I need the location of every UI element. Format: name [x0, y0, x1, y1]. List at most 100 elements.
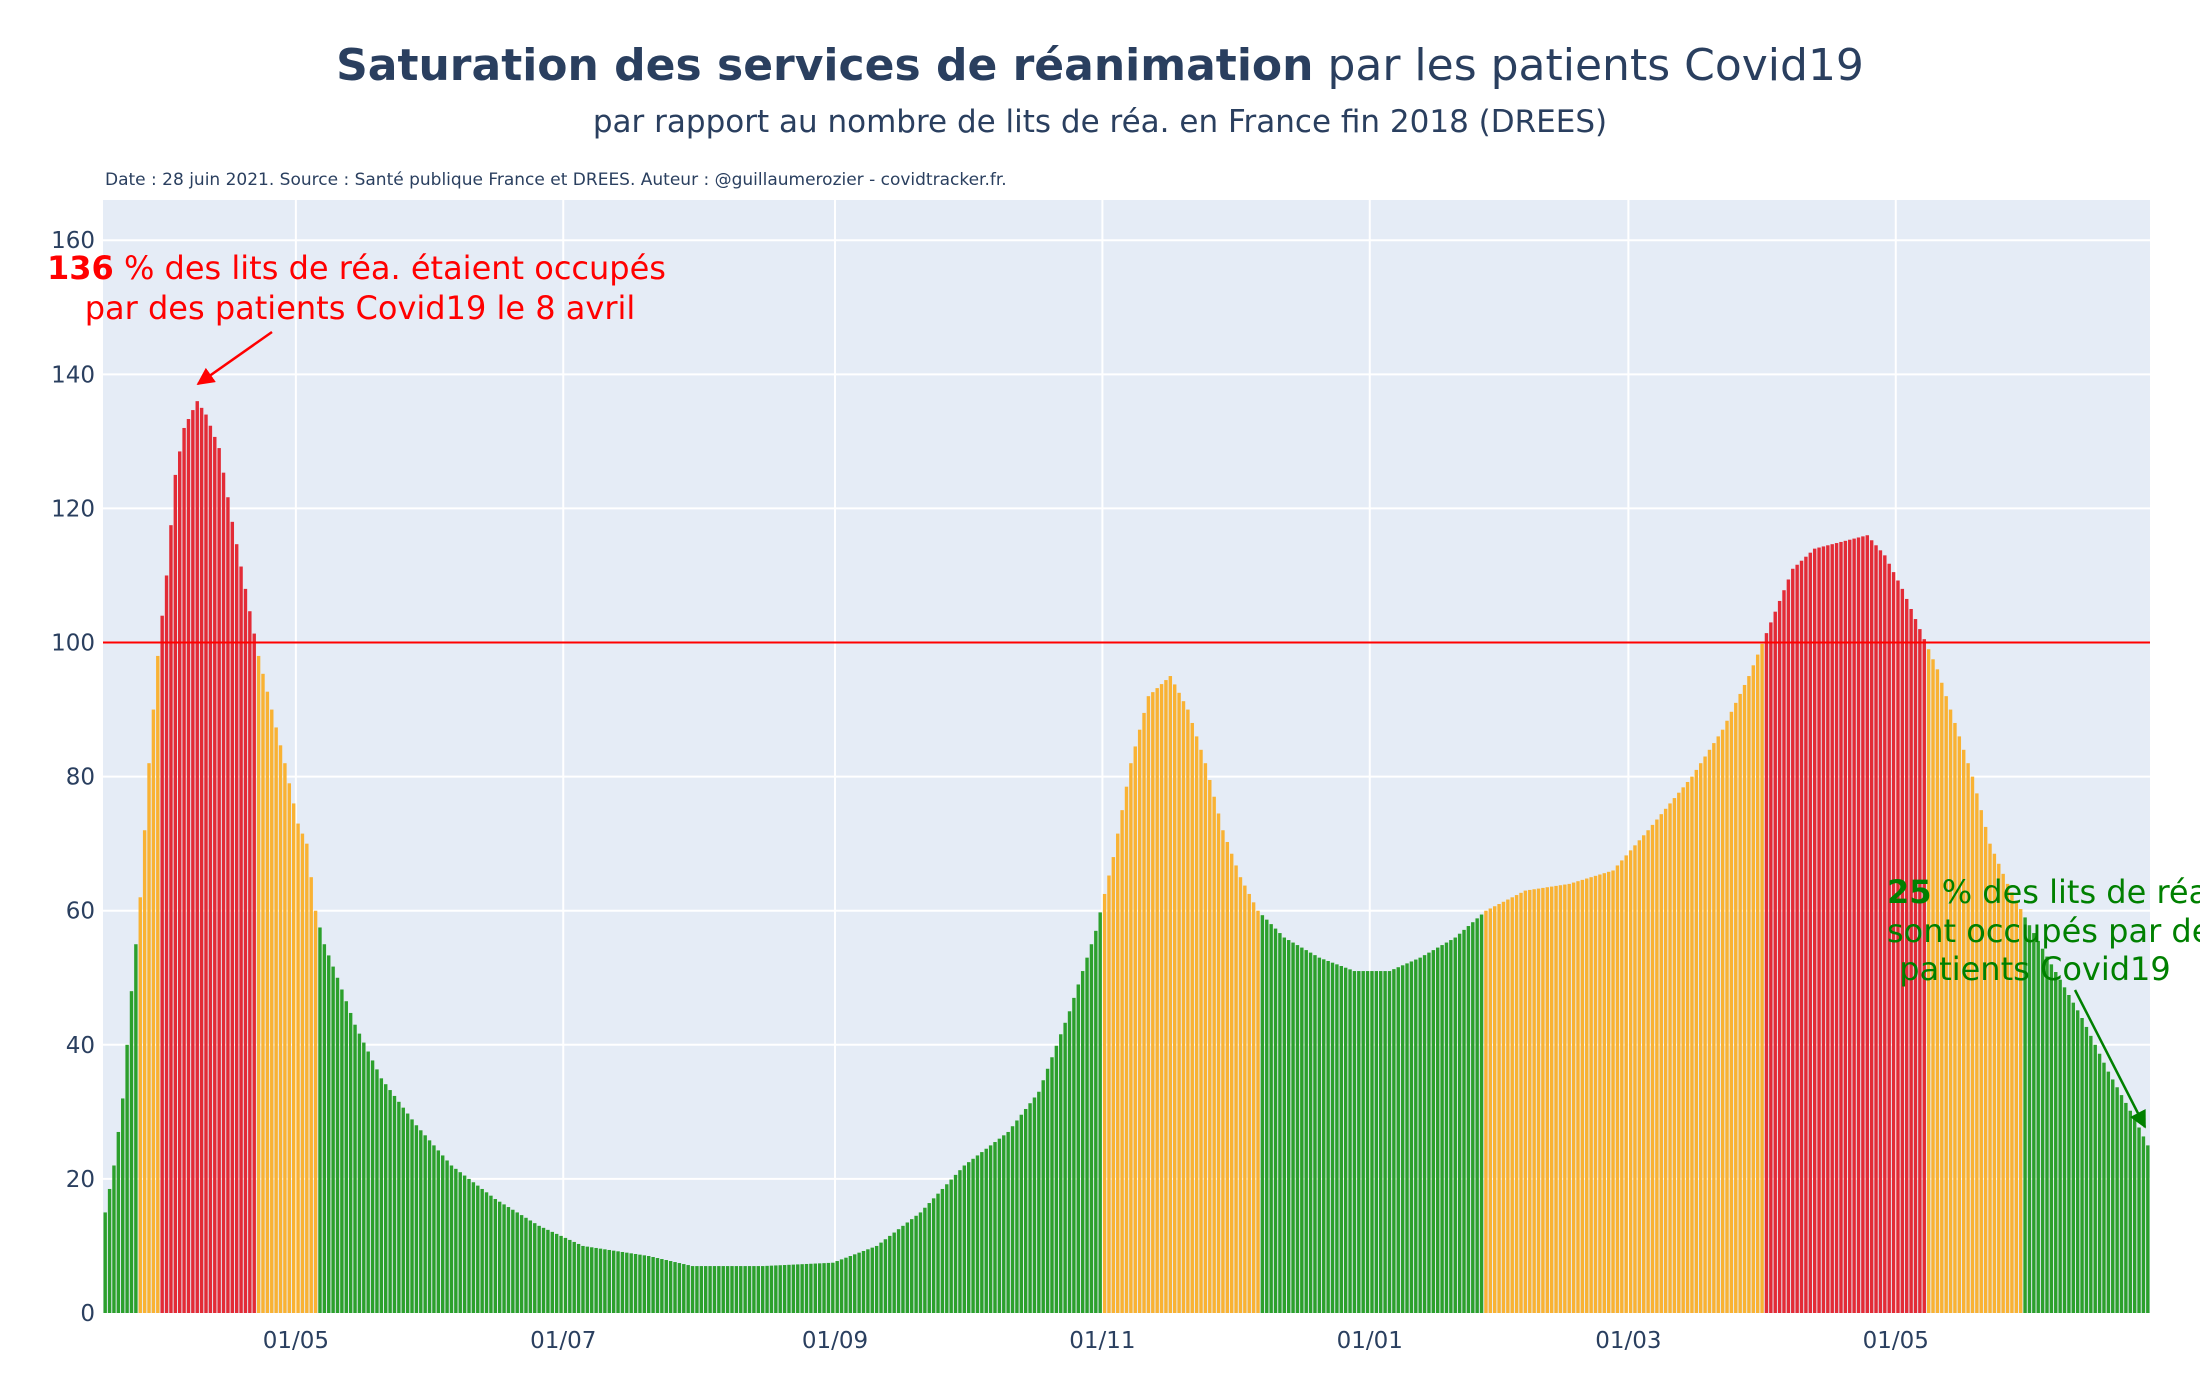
- bar: [1528, 889, 1532, 1313]
- bar: [423, 1135, 427, 1313]
- bar: [440, 1155, 445, 1313]
- chart-title-rest: par les patients Covid19: [1313, 40, 1864, 91]
- bar: [1440, 945, 1444, 1313]
- bar: [1720, 729, 1725, 1313]
- bar: [2001, 873, 2005, 1313]
- bar: [195, 401, 199, 1313]
- annotation-peak-line1: 136 % des lits de réa. étaient occupés: [47, 249, 666, 287]
- bar: [1506, 899, 1510, 1313]
- bar: [1532, 889, 1536, 1313]
- bar: [1598, 874, 1602, 1313]
- bar: [1392, 969, 1396, 1313]
- bar: [173, 474, 178, 1313]
- bar: [1497, 904, 1501, 1313]
- bar: [1098, 912, 1102, 1313]
- bar: [331, 966, 335, 1313]
- bar: [335, 977, 340, 1313]
- bar: [2115, 1087, 2119, 1313]
- bar: [1032, 1097, 1037, 1313]
- y-tick-label: 80: [66, 765, 95, 791]
- x-tick-label: 01/01: [1337, 1328, 1403, 1354]
- bar: [870, 1247, 874, 1313]
- bar: [1116, 833, 1120, 1313]
- bar: [2093, 1044, 2097, 1313]
- bar: [980, 1152, 984, 1313]
- bar: [1269, 924, 1273, 1313]
- bar: [1580, 879, 1585, 1313]
- bar: [239, 566, 243, 1313]
- bar: [997, 1138, 1002, 1313]
- bar: [817, 1263, 822, 1313]
- bar: [1878, 550, 1883, 1313]
- bar: [1663, 808, 1668, 1313]
- bar: [405, 1113, 410, 1313]
- bar: [993, 1142, 997, 1313]
- bar: [1383, 971, 1387, 1313]
- bar: [966, 1162, 971, 1313]
- bar: [918, 1212, 923, 1313]
- bar: [1712, 743, 1716, 1313]
- bar: [1593, 875, 1598, 1313]
- bar: [419, 1130, 423, 1313]
- bar: [655, 1258, 660, 1313]
- bar: [291, 803, 296, 1313]
- bar: [1931, 659, 1935, 1313]
- bar: [1926, 649, 1931, 1313]
- bar: [2119, 1095, 2124, 1313]
- bar: [739, 1266, 743, 1313]
- bar: [971, 1158, 975, 1313]
- y-tick-label: 0: [80, 1301, 95, 1327]
- bar: [848, 1256, 853, 1313]
- bar: [1755, 654, 1760, 1313]
- bar: [1173, 684, 1177, 1313]
- bar: [620, 1251, 625, 1313]
- bar: [590, 1247, 594, 1313]
- bar: [397, 1101, 401, 1313]
- bar: [340, 989, 344, 1313]
- bar: [874, 1245, 879, 1313]
- bar: [484, 1192, 489, 1313]
- annotation-now-line1-rest: % des lits de réa.: [1932, 873, 2200, 911]
- bar: [458, 1172, 462, 1313]
- bar: [831, 1262, 835, 1313]
- bar: [708, 1266, 712, 1313]
- bar: [1668, 803, 1672, 1313]
- bar: [809, 1263, 813, 1313]
- bar: [1615, 865, 1620, 1313]
- bar: [945, 1184, 949, 1313]
- bar: [2032, 933, 2036, 1313]
- bar: [1865, 535, 1869, 1313]
- bar: [896, 1229, 901, 1313]
- bar: [160, 615, 164, 1313]
- bar: [1703, 756, 1707, 1313]
- bar: [1457, 933, 1462, 1313]
- bar: [1970, 776, 1975, 1313]
- annotation-peak-value: 136: [47, 249, 114, 287]
- bar: [699, 1266, 704, 1313]
- bar: [1203, 763, 1208, 1313]
- bar: [1028, 1103, 1032, 1313]
- bar: [1449, 940, 1453, 1313]
- bar: [633, 1253, 638, 1313]
- bar: [1229, 853, 1234, 1313]
- bar: [1944, 696, 1948, 1313]
- bar: [1225, 841, 1230, 1313]
- bar: [949, 1179, 953, 1313]
- bar: [2075, 1010, 2080, 1313]
- bar: [1427, 952, 1431, 1313]
- bar: [686, 1265, 690, 1313]
- bar: [1418, 957, 1422, 1313]
- bar: [1400, 965, 1405, 1313]
- bar: [287, 783, 291, 1313]
- bar: [344, 1001, 348, 1313]
- bar: [1361, 971, 1365, 1313]
- bar: [778, 1265, 782, 1313]
- bar: [2045, 956, 2049, 1313]
- bar: [1067, 1011, 1072, 1313]
- bar: [515, 1212, 519, 1313]
- bar: [2067, 995, 2071, 1313]
- bar: [1041, 1080, 1045, 1313]
- bar: [1208, 779, 1212, 1313]
- annotation-now-line2: sont occupés par des: [1887, 912, 2200, 950]
- bar: [1484, 910, 1488, 1313]
